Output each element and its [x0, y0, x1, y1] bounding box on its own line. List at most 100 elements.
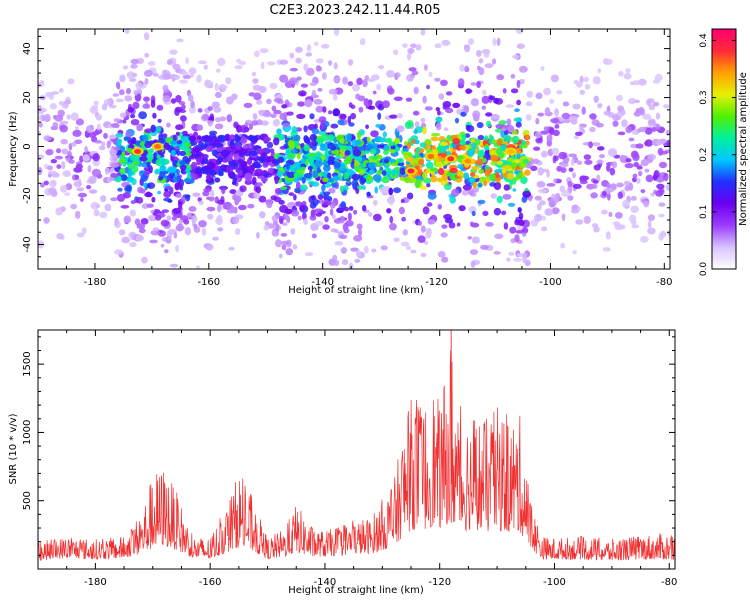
heatmap-cell [620, 154, 625, 161]
heatmap-cell [403, 176, 412, 184]
heatmap-cell [470, 260, 476, 268]
heatmap-cell [536, 181, 546, 188]
heatmap-cell [54, 155, 64, 160]
colorbar-label: Normalized spectral amplitude [738, 72, 749, 226]
heatmap-cell [654, 73, 663, 82]
heatmap-cell [496, 160, 504, 166]
heatmap-cell [334, 29, 340, 36]
heatmap-cell [647, 119, 656, 127]
heatmap-cell [119, 89, 125, 96]
heatmap-cell [510, 88, 519, 94]
heatmap-cell [127, 169, 132, 178]
heatmap-cell [123, 215, 132, 224]
heatmap-cell [394, 137, 401, 144]
heatmap-cell [192, 192, 201, 197]
heatmap-cell [141, 256, 148, 264]
heatmap-cell [75, 118, 84, 126]
heatmap-cell [366, 191, 371, 197]
heatmap-cell [255, 168, 263, 175]
heatmap-cell [502, 193, 512, 200]
heatmap-cell [508, 251, 515, 256]
heatmap-cell [317, 87, 323, 92]
heatmap-cell [76, 187, 85, 192]
heatmap-cell [327, 159, 335, 165]
heatmap-cell [163, 142, 171, 151]
heatmap-cells [38, 29, 670, 269]
heatmap-cell [461, 189, 470, 196]
heatmap-cell [303, 144, 310, 152]
heatmap-cell [491, 58, 497, 65]
heatmap-cell [126, 71, 135, 80]
colorbar-tick-label: 0.4 [699, 33, 709, 48]
heatmap-cell [612, 114, 620, 121]
heatmap-cell [254, 182, 263, 187]
heatmap-cell [404, 121, 413, 129]
heatmap-cell [303, 63, 309, 72]
heatmap-cell [219, 84, 228, 90]
heatmap-cell [179, 144, 189, 151]
heatmap-cell [179, 186, 184, 191]
heatmap-cell [235, 228, 241, 235]
heatmap-cell [281, 244, 287, 251]
heatmap-cell [217, 57, 226, 67]
heatmap-cell [252, 78, 259, 84]
heatmap-cell [247, 203, 255, 209]
heatmap-cell [258, 195, 267, 203]
heatmap-cell [570, 208, 580, 214]
heatmap-cell [206, 161, 216, 170]
heatmap-cell [451, 188, 460, 197]
heatmap-cell [181, 104, 186, 110]
heatmap-cell [496, 195, 503, 204]
heatmap-cell [395, 72, 401, 78]
heatmap-cell [596, 159, 605, 164]
heatmap-cell [317, 194, 324, 200]
heatmap-cell [85, 125, 94, 133]
heatmap-cell [525, 114, 532, 121]
x-tick-label: -80 [661, 577, 677, 588]
heatmap-cell [359, 38, 366, 46]
snr-panel: -180 -160 -140 -120 -100 -80 500 1000 1500 Heig… [8, 329, 677, 596]
heatmap-cell [399, 176, 405, 181]
heatmap-cell [413, 129, 418, 135]
heatmap-cell [327, 110, 333, 115]
heatmap-cell [421, 171, 428, 180]
heatmap-cell [518, 212, 524, 220]
heatmap-cell [485, 222, 494, 227]
heatmap-cell [339, 138, 345, 144]
heatmap-cell [659, 150, 668, 155]
heatmap-cell [496, 138, 502, 146]
heatmap-cell [348, 262, 354, 269]
heatmap-cell [130, 63, 138, 69]
heatmap-cell [62, 170, 72, 178]
heatmap-cell [279, 112, 287, 120]
heatmap-cell [599, 154, 605, 159]
heatmap-cell [198, 141, 205, 149]
heatmap-cell [402, 43, 408, 48]
heatmap-cell [477, 149, 484, 158]
heatmap-cell [239, 136, 248, 144]
heatmap-cell [302, 212, 307, 221]
heatmap-cell [591, 142, 601, 147]
heatmap-cell [360, 176, 367, 184]
heatmap-cell [185, 194, 191, 202]
heatmap-cell [576, 160, 583, 165]
heatmap-cell [172, 207, 182, 214]
heatmap-cell [262, 162, 269, 168]
heatmap-cell [615, 212, 623, 219]
heatmap-cell [61, 161, 66, 170]
heatmap-peak-core [407, 168, 415, 174]
heatmap-cell [373, 199, 378, 206]
heatmap-cell [188, 135, 197, 142]
heatmap-cell [628, 98, 637, 105]
heatmap-cell [417, 168, 423, 175]
heatmap-cell [363, 174, 369, 179]
heatmap-cell [221, 186, 226, 195]
snr-x-label: Height of straight line (km) [288, 585, 424, 596]
heatmap-cell [396, 113, 403, 119]
heatmap-cell [611, 161, 618, 169]
heatmap-cell [217, 227, 224, 232]
heatmap-cell [371, 74, 380, 81]
heatmap-cell [420, 252, 427, 258]
heatmap-cell [468, 38, 474, 46]
heatmap-cell [270, 113, 277, 119]
